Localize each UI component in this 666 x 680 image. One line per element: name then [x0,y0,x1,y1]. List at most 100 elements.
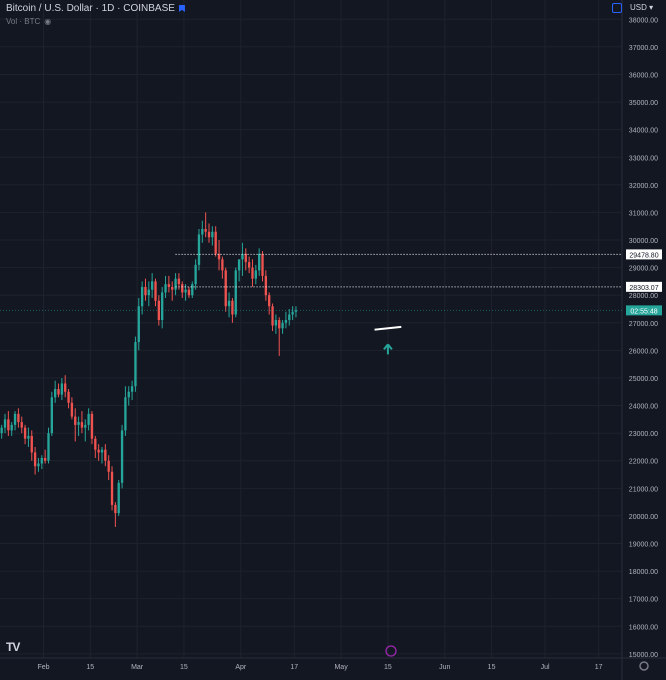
candle-body [54,389,57,398]
y-tick-label: 22000.00 [629,459,658,466]
eye-icon[interactable]: ◉ [44,17,52,26]
candle-body [84,424,87,428]
candle-body [288,314,291,321]
candle-body [27,435,30,439]
candle-body [147,289,150,296]
up-arrow [383,343,393,355]
candle-body [231,300,234,315]
x-tick-label: Jun [439,664,450,671]
current-price-label: 02:55:48 [630,308,657,315]
square-icon[interactable] [612,3,622,13]
y-tick-label: 38000.00 [629,17,658,24]
y-tick-label: 18000.00 [629,569,658,576]
candle-body [257,253,261,271]
y-tick-label: 37000.00 [629,45,658,52]
candle-body [97,449,100,453]
candle-body [137,306,140,343]
candle-body [127,391,130,398]
candle-body [67,391,70,403]
x-tick-label: 15 [180,664,188,671]
candle-body [90,413,94,439]
candle-body [264,275,268,296]
currency-label: USD [630,3,647,12]
candle-body [64,383,67,392]
candle-body [271,306,274,326]
symbol-header[interactable]: Bitcoin / U.S. Dollar · 1D · COINBASE [6,3,185,14]
candle-body [241,253,244,260]
candle-body [154,281,157,301]
candle-body [30,435,33,453]
x-tick-label: 17 [290,664,298,671]
candle-body [117,482,120,514]
candle-body [43,457,47,461]
y-tick-label: 16000.00 [629,624,658,631]
candle-body [17,413,20,423]
candle-body [167,284,171,287]
candle-body [57,389,60,395]
candle-body [87,413,90,425]
bookmark-flag-icon[interactable] [178,5,185,12]
y-tick-label: 19000.00 [629,542,658,549]
candle-body [157,300,161,321]
y-tick-label: 27000.00 [629,321,658,328]
y-tick-label: 29000.00 [629,266,658,273]
y-tick-label: 25000.00 [629,376,658,383]
candle-body [140,286,144,307]
x-tick-label: Feb [37,664,49,671]
candle-body [37,463,40,467]
candle-body [107,460,110,472]
candle-body [164,284,167,293]
y-tick-label: 20000.00 [629,514,658,521]
y-tick-label: 23000.00 [629,431,658,438]
y-tick-label: 26000.00 [629,348,658,355]
candle-body [23,427,27,439]
currency-selector[interactable]: USD ▾ [630,3,654,12]
y-tick-label: 24000.00 [629,404,658,411]
candle-body [120,430,124,483]
candle-body [281,322,284,329]
y-tick-label: 28000.00 [629,293,658,300]
y-tick-label: 33000.00 [629,155,658,162]
x-tick-label: May [334,664,348,671]
candle-body [217,253,221,260]
level-label: 29478.80 [629,252,658,259]
candle-body [227,300,231,307]
candle-body [13,413,17,425]
y-tick-label: 36000.00 [629,72,658,79]
candle-body [187,289,191,296]
candle-body [74,416,77,425]
x-tick-label: Jul [541,664,550,671]
y-tick-label: 21000.00 [629,486,658,493]
candle-body [114,504,117,514]
candle-body [237,259,241,271]
candle-body [110,471,114,505]
candle-body [33,452,37,467]
candle-body [104,449,107,461]
candle-body [254,270,257,279]
support-line [374,325,402,331]
candle-body [124,397,127,431]
y-tick-label: 34000.00 [629,128,658,135]
candle-body [0,427,3,434]
candle-body [47,433,50,461]
candle-body [174,278,177,290]
candle-body [251,267,254,279]
candle-body [184,289,187,293]
x-tick-label: 15 [384,664,392,671]
candle-body [201,228,204,235]
y-tick-label: 31000.00 [629,210,658,217]
level-tag [626,249,662,260]
candle-body [40,457,43,464]
tradingview-logo[interactable]: TV [6,640,20,654]
volume-indicator[interactable]: Vol · BTC ◉ [6,17,51,26]
x-tick-label: 15 [86,664,94,671]
candle-body [207,231,211,238]
candle-body [268,295,271,307]
settings-gear-icon[interactable] [639,661,649,671]
candle-body [144,286,147,296]
candle-body [181,284,184,293]
candle-body [221,259,224,271]
replay-icon[interactable] [385,645,397,657]
candle-body [294,310,298,312]
